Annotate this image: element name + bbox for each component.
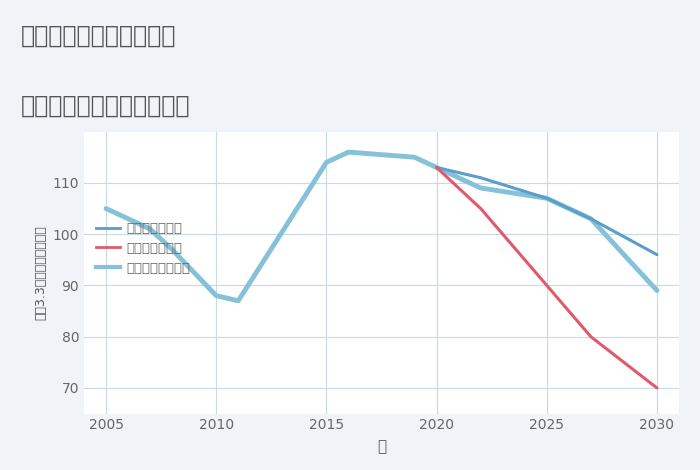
Text: 中古マンションの価格推移: 中古マンションの価格推移 [21,94,190,118]
X-axis label: 年: 年 [377,439,386,454]
Legend: グッドシナリオ, バッドシナリオ, ノーマルシナリオ: グッドシナリオ, バッドシナリオ, ノーマルシナリオ [90,217,195,280]
Y-axis label: 坪（3.3㎡）単価（万円）: 坪（3.3㎡）単価（万円） [34,225,47,320]
Text: 大阪府大阪市西成区旭の: 大阪府大阪市西成区旭の [21,24,176,47]
